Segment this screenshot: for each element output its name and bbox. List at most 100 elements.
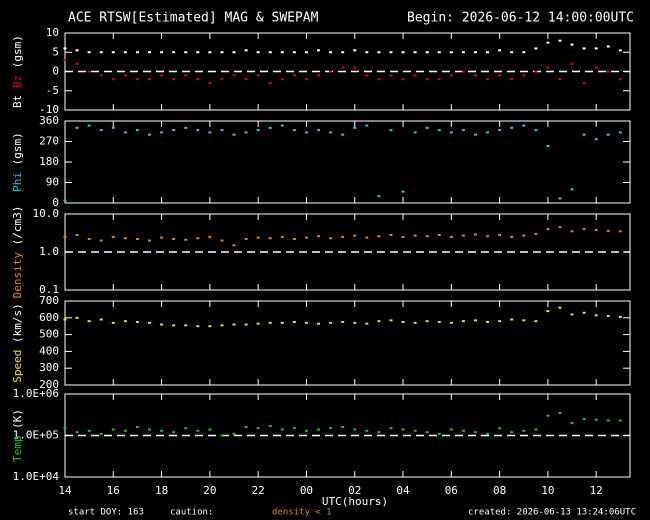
data-point bbox=[220, 434, 224, 437]
data-point bbox=[220, 51, 224, 54]
data-point bbox=[546, 66, 550, 69]
data-point bbox=[437, 432, 441, 435]
data-point bbox=[148, 321, 152, 324]
y-tick-label: -5 bbox=[46, 84, 59, 97]
data-point bbox=[534, 129, 538, 132]
unit: (gsm) bbox=[11, 132, 24, 165]
data-point bbox=[280, 124, 284, 127]
data-point bbox=[534, 70, 538, 73]
y-axis-label: Temp (K) bbox=[11, 409, 24, 462]
data-point bbox=[425, 235, 429, 238]
data-point bbox=[449, 74, 453, 77]
data-point bbox=[148, 239, 152, 242]
data-point bbox=[341, 321, 345, 323]
data-point bbox=[75, 62, 79, 65]
data-point bbox=[582, 228, 586, 231]
x-tick-label: 02 bbox=[348, 484, 361, 497]
x-tick-label: 14 bbox=[58, 484, 72, 497]
y-axis-label: Speed (km/s) bbox=[11, 303, 24, 383]
y-tick-label: 5 bbox=[52, 45, 59, 58]
x-tick-label: 16 bbox=[107, 484, 120, 497]
data-point bbox=[75, 234, 79, 237]
data-point bbox=[510, 431, 514, 434]
data-point bbox=[389, 129, 393, 132]
data-point bbox=[172, 129, 176, 132]
data-point bbox=[111, 428, 115, 431]
data-point bbox=[123, 320, 127, 323]
y-tick-label: 0.1 bbox=[39, 283, 59, 296]
data-point bbox=[75, 431, 79, 434]
y-tick-label: 200 bbox=[39, 378, 59, 391]
data-point bbox=[329, 70, 333, 73]
data-point bbox=[498, 129, 502, 132]
data-point bbox=[522, 319, 526, 322]
data-point bbox=[184, 74, 188, 77]
data-point bbox=[389, 319, 393, 322]
data-point bbox=[425, 431, 429, 434]
data-point bbox=[341, 66, 345, 69]
data-point bbox=[256, 129, 260, 132]
data-point bbox=[268, 126, 272, 129]
data-point bbox=[449, 235, 453, 238]
data-point bbox=[365, 124, 369, 127]
data-point bbox=[256, 236, 260, 239]
data-point bbox=[498, 74, 502, 77]
y-tick-label: 0 bbox=[52, 65, 59, 78]
data-point bbox=[87, 237, 91, 240]
data-point bbox=[87, 320, 91, 323]
data-point bbox=[99, 51, 103, 54]
data-point bbox=[582, 47, 586, 50]
data-point bbox=[280, 78, 284, 81]
y-tick-label: 1.0E+04 bbox=[13, 470, 60, 483]
data-point bbox=[135, 129, 139, 132]
data-point bbox=[522, 429, 526, 432]
data-point bbox=[401, 78, 405, 81]
data-point bbox=[546, 41, 550, 44]
data-point bbox=[160, 236, 164, 239]
data-point bbox=[172, 78, 176, 81]
data-point bbox=[437, 321, 441, 323]
data-point bbox=[317, 322, 321, 325]
data-point bbox=[461, 51, 465, 54]
data-point bbox=[196, 129, 200, 132]
data-point bbox=[498, 320, 502, 323]
data-point bbox=[437, 51, 441, 54]
data-point bbox=[365, 51, 369, 54]
y-tick-label: 90 bbox=[46, 176, 59, 189]
data-point bbox=[353, 428, 357, 431]
data-point bbox=[256, 322, 260, 325]
y-tick-label: 10 bbox=[46, 26, 59, 39]
y-tick-label: 1.0 bbox=[39, 245, 59, 258]
y-tick-label: 360 bbox=[39, 114, 59, 127]
data-point bbox=[510, 235, 514, 238]
series-name: Temp bbox=[11, 436, 24, 463]
data-point bbox=[413, 234, 417, 237]
data-point bbox=[618, 230, 622, 233]
data-point bbox=[570, 188, 574, 191]
data-point bbox=[570, 62, 574, 65]
data-point bbox=[232, 432, 236, 435]
data-point bbox=[208, 325, 212, 328]
data-point bbox=[425, 78, 429, 81]
data-point bbox=[461, 129, 465, 132]
data-point bbox=[486, 51, 490, 54]
x-tick-label: 20 bbox=[203, 484, 216, 497]
data-point bbox=[63, 47, 67, 50]
data-point bbox=[449, 131, 453, 134]
data-point bbox=[111, 321, 115, 324]
data-point bbox=[220, 129, 224, 132]
data-point bbox=[256, 51, 260, 54]
y-tick-label: 700 bbox=[39, 294, 59, 307]
chart-title: ACE RTSW[Estimated] MAG & SWEPAM bbox=[68, 11, 319, 26]
data-point bbox=[389, 51, 393, 54]
unit: (/cm3) bbox=[11, 206, 24, 246]
data-point bbox=[160, 74, 164, 77]
data-point bbox=[160, 323, 164, 326]
data-point bbox=[256, 74, 260, 77]
data-point bbox=[196, 237, 200, 240]
data-point bbox=[401, 235, 405, 238]
x-tick-label: 04 bbox=[396, 484, 410, 497]
data-point bbox=[449, 428, 453, 431]
data-point bbox=[172, 51, 176, 54]
